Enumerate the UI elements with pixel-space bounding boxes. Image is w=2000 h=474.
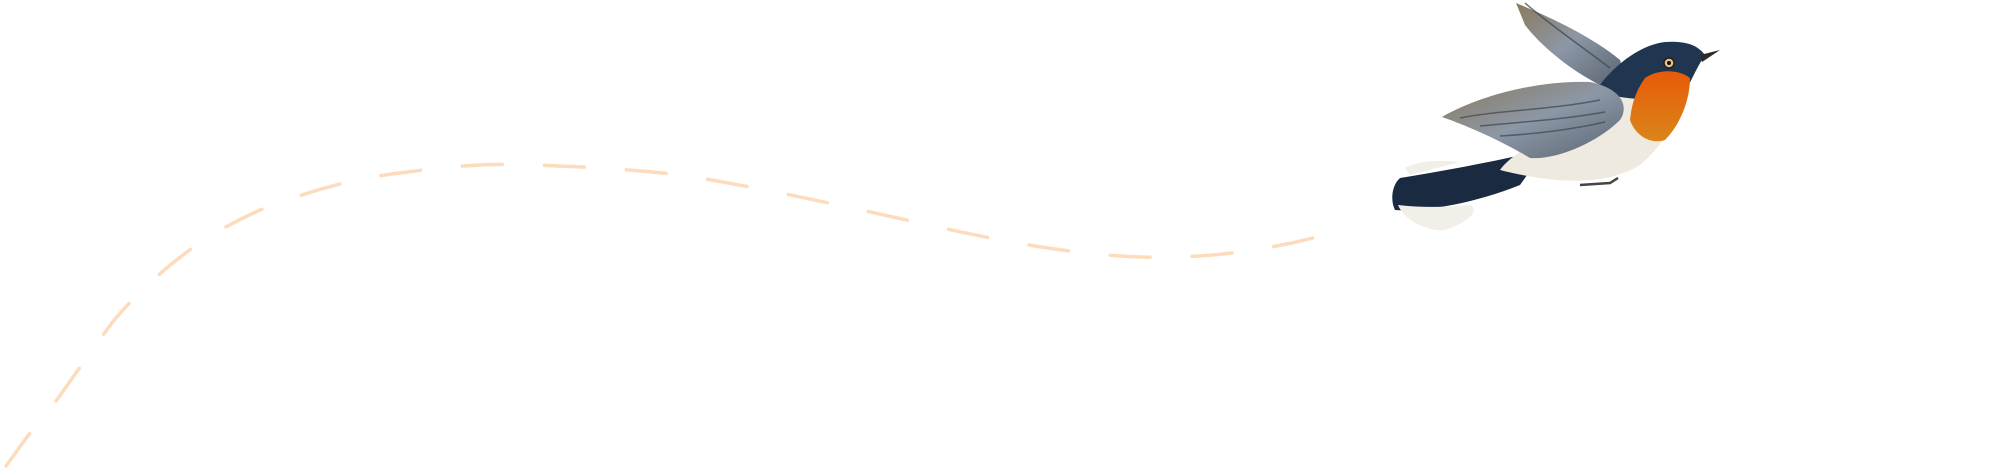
bird-icon (1392, 2, 1720, 231)
dashed-flight-path (4, 162, 1354, 468)
